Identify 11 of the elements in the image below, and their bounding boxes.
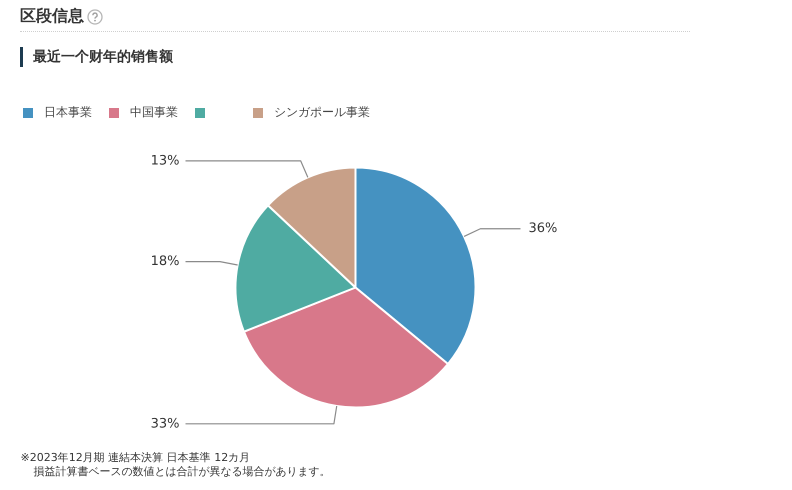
legend-label: 中国事業	[130, 104, 178, 121]
chart-subtitle: 最近一个财年的销售额	[20, 47, 173, 67]
chart-title: 区段信息	[20, 5, 84, 27]
data-label: 33%	[150, 416, 180, 432]
data-label: 36%	[528, 221, 558, 236]
text: 損益計算書ベースの数値とは合計が異なる場合があります。	[34, 465, 330, 478]
data-label: 13%	[150, 153, 180, 168]
legend-label: シンガポール事業	[274, 104, 370, 121]
legend-label: 日本事業	[44, 104, 92, 121]
text: ※2023年12月期 連結本決算 日本基準 12カ月	[20, 451, 250, 464]
data-label: 18%	[150, 254, 180, 270]
